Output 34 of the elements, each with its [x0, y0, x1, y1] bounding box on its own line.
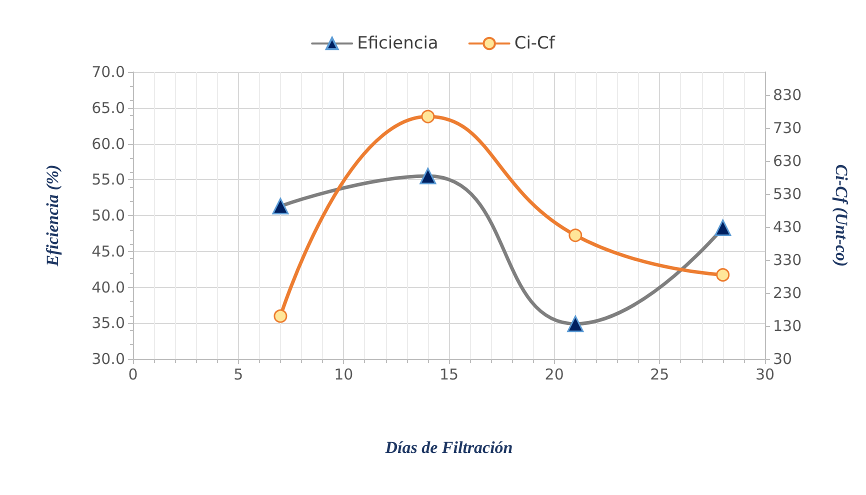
point — [421, 110, 435, 124]
y-tick-label: 65.0 — [92, 98, 125, 117]
y2-tick-label: 330 — [773, 251, 802, 270]
y2-tick-label: 130 — [773, 317, 802, 336]
point — [568, 228, 582, 242]
point — [716, 268, 730, 282]
y2-tick-label: 630 — [773, 152, 802, 170]
y-tick-label: 55.0 — [92, 170, 125, 189]
x-tick-label: 10 — [334, 366, 354, 384]
x-tick-label: 5 — [234, 366, 244, 384]
y2-tick-label: 730 — [773, 119, 802, 138]
x-tick-label: 20 — [544, 366, 564, 384]
y2-tick-label: 830 — [773, 86, 802, 104]
x-tick-label: 0 — [128, 366, 138, 384]
y-tick-label: 30.0 — [92, 350, 125, 368]
y-tick-label: 45.0 — [92, 242, 125, 260]
y2-tick-label: 530 — [773, 185, 802, 204]
y-tick-label: 70.0 — [92, 63, 125, 81]
y2-axis-title: Ci-Cf (Unt-co) — [832, 164, 851, 267]
x-tick-label: 30 — [755, 366, 775, 384]
y2-tick-label: 430 — [773, 218, 802, 236]
y2-tick-label: 30 — [773, 350, 792, 368]
x-tick-label: 15 — [439, 366, 459, 384]
y-tick-label: 35.0 — [92, 314, 125, 332]
x-axis-title: Días de Filtración — [384, 438, 513, 457]
legend-label: Eficiencia — [357, 34, 438, 54]
x-tick-label: 25 — [650, 366, 670, 384]
y-tick-label: 40.0 — [92, 278, 125, 296]
y-axis-title: Eficiencia (%) — [43, 164, 62, 268]
y-tick-label: 60.0 — [92, 134, 125, 153]
legend-label: Ci-Cf — [514, 34, 556, 54]
y-tick-label: 50.0 — [92, 206, 125, 224]
point — [274, 309, 288, 323]
y2-tick-label: 230 — [773, 284, 802, 302]
